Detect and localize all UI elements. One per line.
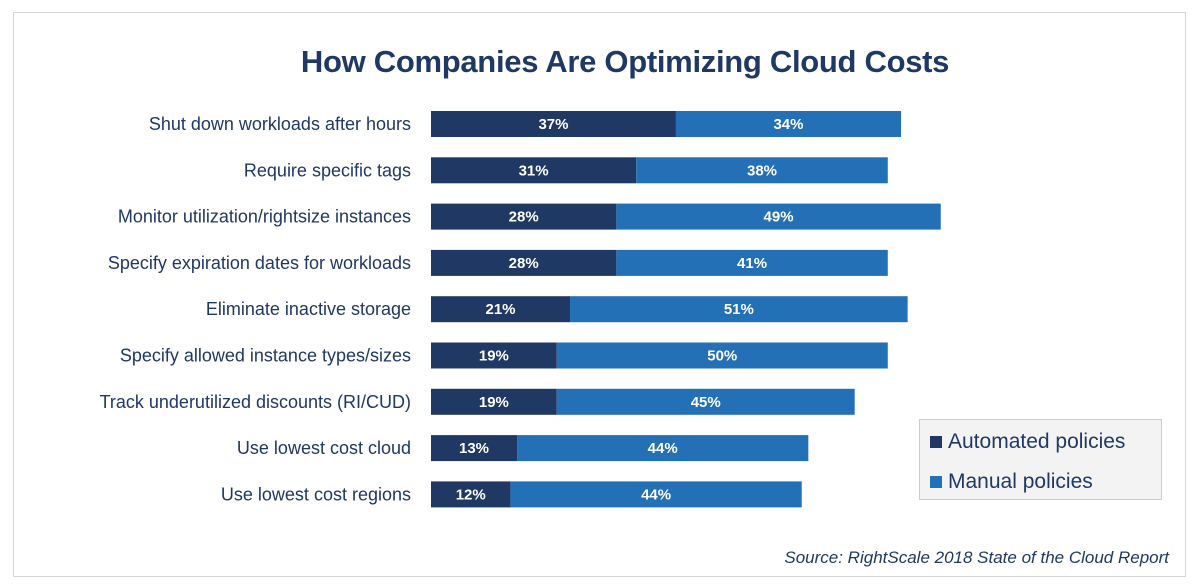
bar-automated xyxy=(431,249,617,276)
value-label-manual: 34% xyxy=(773,116,803,133)
category-label: Require specific tags xyxy=(244,160,411,180)
category-label: Shut down workloads after hours xyxy=(149,114,411,134)
source-note: Source: RightScale 2018 State of the Clo… xyxy=(784,548,1169,567)
value-label-automated: 31% xyxy=(519,162,549,179)
legend-swatch-manual xyxy=(930,476,942,488)
value-label-manual: 45% xyxy=(691,394,721,411)
category-label: Track underutilized discounts (RI/CUD) xyxy=(100,392,411,412)
bar-manual xyxy=(570,296,908,323)
legend-item-manual: Manual policies xyxy=(930,470,1093,494)
category-label: Specify expiration dates for workloads xyxy=(108,253,411,273)
value-label-automated: 37% xyxy=(538,116,568,133)
value-label-automated: 19% xyxy=(479,394,509,411)
bar-manual xyxy=(556,342,888,369)
value-label-automated: 13% xyxy=(459,440,489,457)
value-label-automated: 19% xyxy=(479,348,509,365)
legend: Automated policies Manual policies xyxy=(919,419,1162,500)
category-label: Eliminate inactive storage xyxy=(206,299,411,319)
value-label-manual: 50% xyxy=(707,348,737,365)
bar-manual xyxy=(616,249,888,276)
bar-automated xyxy=(431,342,557,369)
value-label-manual: 44% xyxy=(648,440,678,457)
value-label-automated: 28% xyxy=(509,255,539,272)
value-label-manual: 41% xyxy=(737,255,767,272)
bar-manual xyxy=(510,481,802,508)
value-label-automated: 21% xyxy=(485,301,515,318)
bar-automated xyxy=(431,296,571,323)
value-label-automated: 28% xyxy=(509,209,539,226)
bar-automated xyxy=(431,203,617,230)
bar-automated xyxy=(431,481,511,508)
bar-manual xyxy=(517,435,809,462)
value-label-automated: 12% xyxy=(456,486,486,503)
legend-label-automated: Automated policies xyxy=(948,430,1126,453)
category-label: Use lowest cost cloud xyxy=(237,438,411,458)
value-label-manual: 51% xyxy=(724,301,754,318)
bar-manual xyxy=(675,111,902,137)
bar-automated xyxy=(431,111,676,137)
value-label-manual: 44% xyxy=(641,486,671,503)
category-label: Specify allowed instance types/sizes xyxy=(120,346,411,366)
bar-manual xyxy=(556,388,855,415)
bar-automated xyxy=(431,157,637,184)
legend-label-manual: Manual policies xyxy=(948,470,1093,493)
category-label: Monitor utilization/rightsize instances xyxy=(118,207,411,227)
bar-manual xyxy=(616,203,941,230)
bar-manual xyxy=(636,157,888,184)
chart-title: How Companies Are Optimizing Cloud Costs xyxy=(300,44,950,79)
legend-item-automated: Automated policies xyxy=(930,430,1125,454)
bar-automated xyxy=(431,388,557,415)
bar-automated xyxy=(431,435,518,462)
legend-swatch-automated xyxy=(930,436,942,448)
value-label-manual: 49% xyxy=(764,209,794,226)
category-label: Use lowest cost regions xyxy=(221,484,411,504)
value-label-manual: 38% xyxy=(747,162,777,179)
